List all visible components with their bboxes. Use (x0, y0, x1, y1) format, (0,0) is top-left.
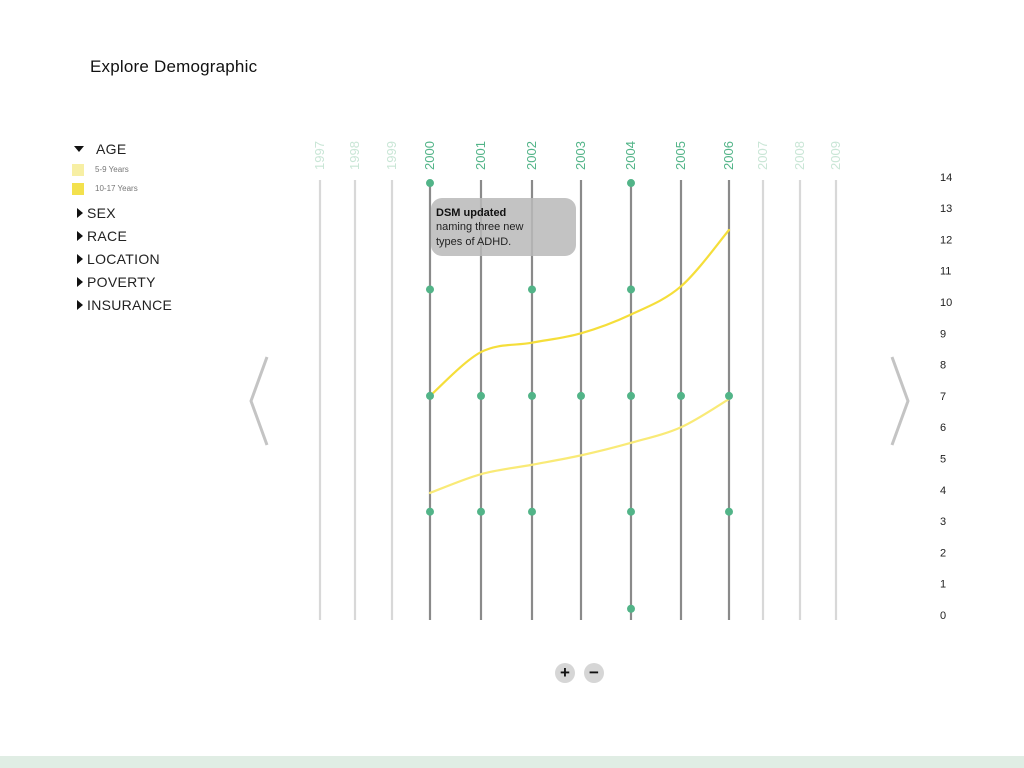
y-tick-label: 2 (940, 547, 946, 559)
year-label-2003[interactable]: 2003 (573, 141, 588, 170)
year-label-2002[interactable]: 2002 (524, 141, 539, 170)
event-marker[interactable] (528, 391, 536, 400)
annotation-line-2: types of ADHD. (436, 236, 511, 248)
event-marker[interactable] (627, 285, 635, 294)
year-label-2000[interactable]: 2000 (422, 141, 437, 170)
filter-poverty-label: POVERTY (87, 274, 156, 290)
caret-right-icon (77, 254, 83, 264)
annotation-callout[interactable]: DSM updated naming three new types of AD… (431, 198, 576, 256)
event-marker[interactable] (426, 179, 434, 188)
caret-down-icon (74, 146, 84, 152)
y-tick-label: 5 (940, 454, 946, 466)
y-tick-label: 8 (940, 360, 946, 372)
event-marker[interactable] (725, 391, 733, 400)
event-marker[interactable] (528, 507, 536, 516)
legend-label: 10-17 Years (95, 184, 138, 193)
series-line-10-17-years[interactable] (428, 228, 731, 397)
annotation-line-1: naming three new (436, 221, 523, 233)
caret-right-icon (77, 231, 83, 241)
event-marker[interactable] (725, 507, 733, 516)
y-tick-label: 10 (940, 297, 952, 309)
year-label-2008[interactable]: 2008 (792, 141, 807, 170)
y-tick-label: 1 (940, 579, 946, 591)
event-marker[interactable] (577, 391, 585, 400)
filter-location-label: LOCATION (87, 251, 160, 267)
y-tick-label: 12 (940, 234, 952, 246)
annotation-title: DSM updated (436, 207, 506, 219)
legend-item-10-17[interactable]: 10-17 Years (72, 179, 222, 198)
event-marker[interactable] (627, 604, 635, 613)
event-marker[interactable] (426, 507, 434, 516)
filter-location[interactable]: LOCATION (72, 248, 222, 270)
footer-bar (0, 756, 1024, 768)
event-marker[interactable] (627, 179, 635, 188)
year-label-1997[interactable]: 1997 (312, 141, 327, 170)
y-tick-label: 9 (940, 328, 946, 340)
filter-panel: AGE 5-9 Years 10-17 Years SEX RACE LOCAT… (72, 138, 222, 317)
year-label-2005[interactable]: 2005 (673, 141, 688, 170)
filter-age[interactable]: AGE (72, 138, 222, 160)
event-marker[interactable] (677, 391, 685, 400)
filter-age-group: AGE 5-9 Years 10-17 Years (72, 138, 222, 198)
filter-insurance-label: INSURANCE (87, 297, 173, 313)
event-marker[interactable] (477, 507, 485, 516)
series-line-5-9-years[interactable] (428, 397, 731, 495)
chevron-right-icon[interactable] (888, 355, 912, 447)
legend-item-5-9[interactable]: 5-9 Years (72, 160, 222, 179)
year-label-2004[interactable]: 2004 (623, 141, 638, 170)
zoom-out-button[interactable]: − (584, 663, 604, 683)
year-label-1998[interactable]: 1998 (347, 141, 362, 170)
caret-right-icon (77, 300, 83, 310)
event-marker[interactable] (627, 391, 635, 400)
filter-age-label: AGE (96, 141, 127, 157)
year-label-2006[interactable]: 2006 (721, 141, 736, 170)
year-label-2001[interactable]: 2001 (473, 141, 488, 170)
legend-swatch (72, 182, 84, 195)
y-tick-label: 4 (940, 485, 946, 497)
year-label-1999[interactable]: 1999 (384, 141, 399, 170)
year-label-2007[interactable]: 2007 (755, 141, 770, 170)
page-title: Explore Demographic (90, 57, 258, 76)
y-tick-label: 0 (940, 610, 946, 622)
y-tick-label: 6 (940, 422, 946, 434)
event-marker[interactable] (477, 391, 485, 400)
caret-right-icon (77, 208, 83, 218)
filter-sex[interactable]: SEX (72, 202, 222, 224)
year-label-2009[interactable]: 2009 (828, 141, 843, 170)
filter-race-label: RACE (87, 228, 128, 244)
year-lines (318, 180, 838, 620)
y-tick-label: 13 (940, 203, 952, 215)
y-tick-label: 3 (940, 516, 946, 528)
legend-swatch (72, 163, 84, 176)
filter-poverty[interactable]: POVERTY (72, 271, 222, 293)
event-marker[interactable] (528, 285, 536, 294)
y-tick-label: 11 (940, 266, 951, 278)
chevron-left-icon[interactable] (247, 355, 271, 447)
y-tick-label: 14 (940, 172, 952, 184)
timeline-chart: 1997 1998 1999 2000 2001 2002 2003 2004 2005 2006… (312, 141, 952, 622)
event-marker[interactable] (627, 507, 635, 516)
filter-sex-label: SEX (87, 205, 116, 221)
legend-label: 5-9 Years (95, 165, 129, 174)
annotation-box (431, 198, 576, 256)
event-marker[interactable] (426, 391, 434, 400)
event-markers (426, 179, 733, 613)
event-marker[interactable] (426, 285, 434, 294)
y-tick-label: 7 (940, 391, 946, 403)
year-labels: 1997 1998 1999 2000 2001 2002 2003 2004 2005 2006… (312, 141, 843, 170)
filter-insurance[interactable]: INSURANCE (72, 294, 222, 316)
zoom-in-button[interactable]: + (555, 663, 575, 683)
caret-right-icon (77, 277, 83, 287)
filter-race[interactable]: RACE (72, 225, 222, 247)
series-lines (428, 228, 731, 495)
